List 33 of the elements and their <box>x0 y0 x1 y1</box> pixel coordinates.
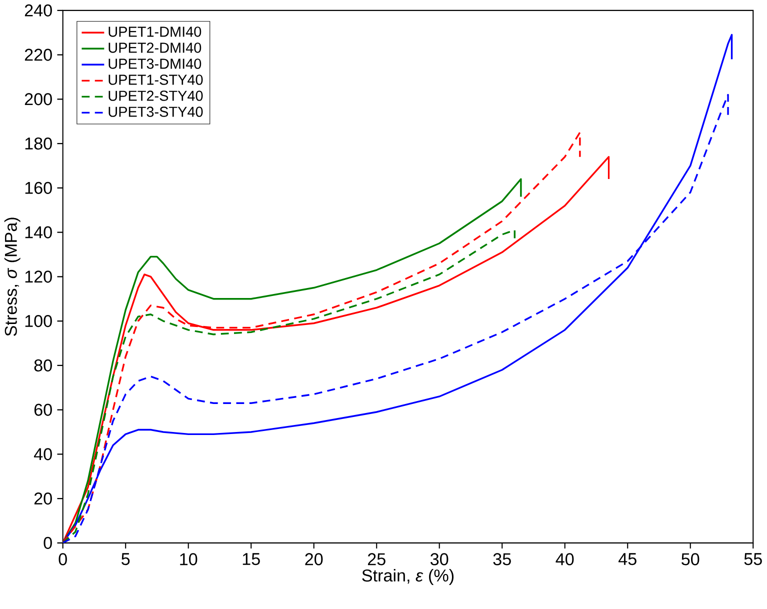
y-tick-label: 240 <box>24 4 52 16</box>
x-tick-label: 15 <box>242 553 260 566</box>
legend-label: UPET2-DMI40 <box>108 42 202 53</box>
y-tick-label: 60 <box>34 404 52 416</box>
y-tick-label: 180 <box>25 137 52 150</box>
y-tick-label: 20 <box>34 492 52 505</box>
x-tick-label: 40 <box>556 553 574 566</box>
y-tick-label: 40 <box>34 448 52 460</box>
x-tick-label: 5 <box>122 553 130 566</box>
y-tick-label: 80 <box>34 359 52 372</box>
x-tick-label: 50 <box>682 553 700 566</box>
y-tick-label: 120 <box>25 270 52 283</box>
legend-label: UPET1-STY40 <box>108 74 203 85</box>
y-tick-label: 160 <box>25 182 52 194</box>
x-tick-label: 30 <box>430 553 448 566</box>
legend-label: UPET1-DMI40 <box>108 26 202 37</box>
y-axis-title: Stress, σ (MPa) <box>4 218 20 336</box>
y-tick-label: 140 <box>25 226 52 238</box>
x-axis-title: Strain, ε (%) <box>362 569 454 585</box>
y-tick-label: 0 <box>44 536 52 549</box>
legend-label: UPET2-STY40 <box>108 90 203 101</box>
x-tick-label: 55 <box>744 553 762 566</box>
y-tick-label: 200 <box>24 93 52 106</box>
y-tick-label: 100 <box>25 314 52 328</box>
x-tick-label: 25 <box>368 553 386 566</box>
x-tick-label: 20 <box>305 553 323 566</box>
x-tick-label: 0 <box>58 553 67 566</box>
x-tick-label: 45 <box>618 553 636 566</box>
legend-label: UPET3-STY40 <box>108 106 203 117</box>
x-tick-label: 35 <box>493 553 511 566</box>
x-tick-label: 10 <box>180 553 198 566</box>
y-tick-label: 220 <box>24 48 52 61</box>
legend-label: UPET3-DMI40 <box>108 58 202 69</box>
